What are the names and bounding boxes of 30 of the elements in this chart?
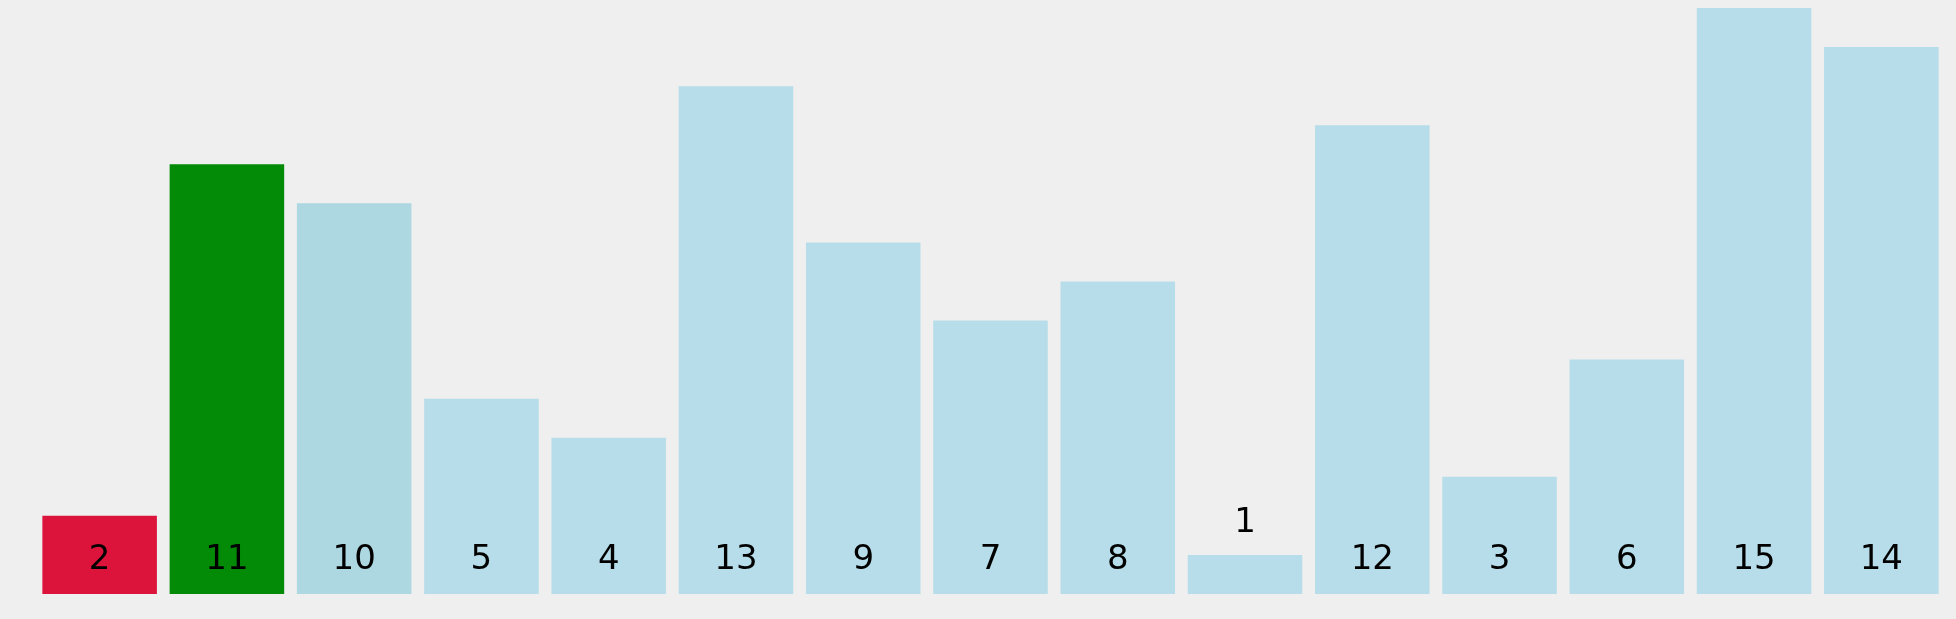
bar: [296, 203, 412, 594]
data-label: 14: [1859, 537, 1903, 577]
bar: [1442, 476, 1557, 594]
data-label: 3: [1488, 537, 1511, 577]
data-label: 10: [332, 537, 376, 577]
bar: [1060, 281, 1176, 594]
bar: [678, 86, 794, 594]
data-label: 15: [1732, 537, 1776, 577]
data-label: 13: [714, 537, 758, 577]
bar: [424, 398, 539, 594]
data-label: 9: [852, 537, 875, 577]
bar: [169, 164, 285, 594]
data-label: 2: [88, 537, 111, 577]
data-label: 11: [205, 537, 249, 577]
data-label: 6: [1616, 537, 1638, 577]
data-label: 1: [1234, 499, 1256, 540]
bar: [551, 437, 666, 594]
bar: [805, 242, 921, 594]
bar: [42, 515, 157, 594]
data-label: 12: [1350, 537, 1394, 577]
data-label: 7: [979, 537, 1002, 577]
bar: [1569, 359, 1685, 594]
data-label: 8: [1106, 537, 1129, 577]
bar: [1696, 8, 1812, 594]
bar: [1187, 554, 1303, 594]
bar: [933, 320, 1048, 594]
data-label: 4: [597, 537, 620, 577]
data-label: 5: [470, 537, 493, 577]
bar: [1315, 125, 1430, 594]
bar: [1824, 47, 1939, 594]
